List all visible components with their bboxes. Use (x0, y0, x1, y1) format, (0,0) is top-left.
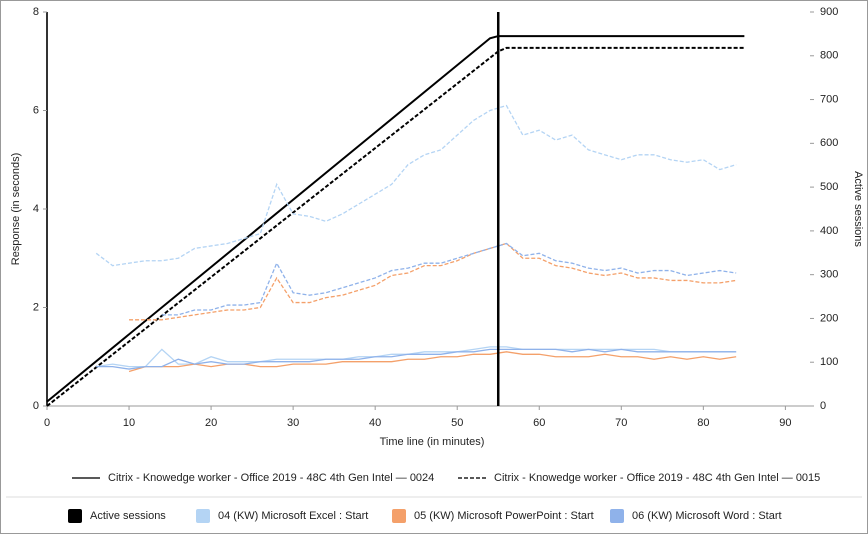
y-tick-label: 0 (33, 400, 39, 412)
series-line (96, 348, 737, 370)
legend-swatch (196, 509, 210, 523)
y-tick-label: 8 (33, 6, 39, 18)
y2-tick-label: 500 (820, 181, 838, 193)
y2-tick-label: 100 (820, 356, 838, 368)
y2-tick-label: 700 (820, 93, 838, 105)
legend-label: Citrix - Knowedge worker - Office 2019 -… (108, 472, 434, 484)
y2-tick-label: 300 (820, 269, 838, 281)
y2-tick-label: 400 (820, 225, 838, 237)
legend-label: Citrix - Knowedge worker - Office 2019 -… (494, 472, 820, 484)
y2-tick-label: 0 (820, 400, 826, 412)
series-line (46, 35, 745, 403)
y2-axis-label: Active sessions (852, 171, 864, 247)
y2-tick-label: 200 (820, 312, 838, 324)
legend-label: 06 (KW) Microsoft Word : Start (632, 510, 782, 522)
y2-tick-label: 600 (820, 137, 838, 149)
y-tick-label: 4 (33, 203, 39, 215)
y2-tick-label: 800 (820, 50, 838, 62)
x-axis-label: Time line (in minutes) (380, 436, 485, 448)
y2-tick-label: 900 (820, 6, 838, 18)
x-tick-label: 30 (287, 417, 299, 429)
y-axis-label: Response (in seconds) (10, 153, 22, 266)
x-tick-label: 10 (123, 417, 135, 429)
y-tick-label: 2 (33, 301, 39, 313)
legend-swatch (392, 509, 406, 523)
y-tick-label: 6 (33, 104, 39, 116)
legend-swatch (610, 509, 624, 523)
legend-label: 05 (KW) Microsoft PowerPoint : Start (414, 510, 594, 522)
x-tick-label: 50 (451, 417, 463, 429)
legend-swatch (68, 509, 82, 523)
legend-label: Active sessions (90, 510, 166, 522)
x-tick-label: 60 (533, 417, 545, 429)
x-tick-label: 90 (779, 417, 791, 429)
series-line (95, 104, 737, 267)
x-tick-label: 20 (205, 417, 217, 429)
x-tick-label: 0 (44, 417, 50, 429)
x-tick-label: 40 (369, 417, 381, 429)
legend-label: 04 (KW) Microsoft Excel : Start (218, 510, 368, 522)
series-line (46, 46, 745, 407)
x-tick-label: 80 (697, 417, 709, 429)
series-line (96, 346, 737, 368)
series-line (161, 242, 737, 316)
x-tick-label: 70 (615, 417, 627, 429)
